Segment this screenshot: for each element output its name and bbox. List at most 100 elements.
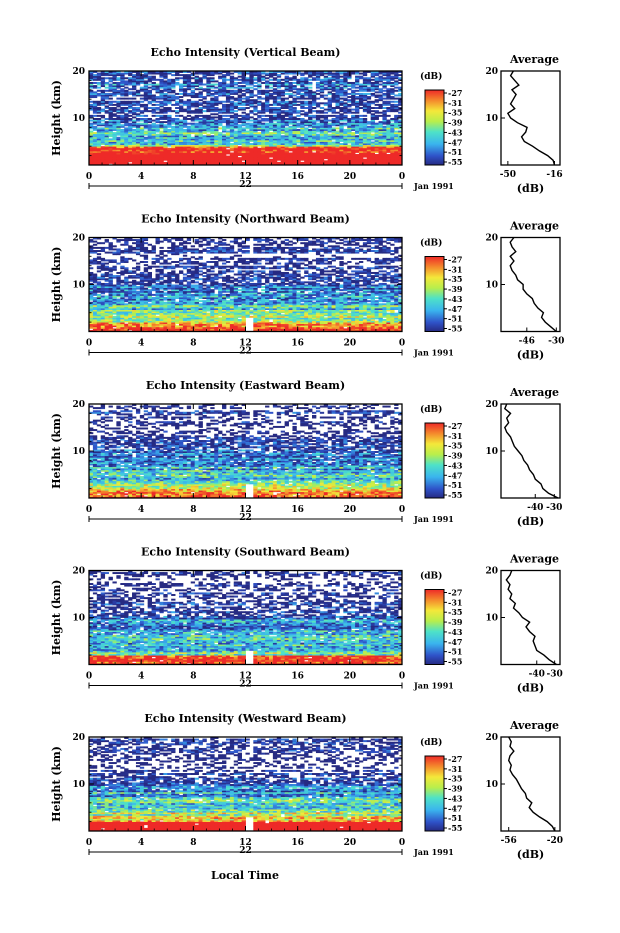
colorbar-tick-label: -35: [448, 108, 462, 118]
heatmap-cell: [269, 90, 273, 92]
heatmap-cell: [112, 104, 116, 106]
heatmap-cell: [187, 115, 191, 117]
heatmap-cell: [265, 118, 269, 120]
colorbar: [425, 90, 444, 165]
heatmap-cell: [335, 131, 339, 133]
heatmap-cell: [214, 87, 218, 89]
heatmap-cell: [273, 77, 277, 79]
heatmap-cell: [253, 77, 257, 79]
average-y-tick-label: 20: [485, 67, 498, 77]
heatmap-cell: [128, 118, 132, 120]
heatmap-cell: [140, 118, 144, 120]
heatmap-cell: [261, 82, 265, 84]
heatmap-cell: [355, 96, 359, 98]
heatmap-cell: [324, 160, 328, 162]
heatmap-cell: [238, 118, 242, 120]
heatmap-cell: [167, 79, 171, 81]
x-tick-label: 0: [399, 172, 405, 182]
heatmap-cell: [335, 112, 339, 114]
heatmap-cell: [347, 104, 351, 106]
heatmap-cell: [320, 107, 324, 109]
heatmap-cell: [304, 107, 308, 109]
heatmap-cell: [101, 120, 105, 122]
heatmap-cell: [199, 87, 203, 89]
colorbar-tick-label: -55: [448, 157, 462, 167]
heatmap-cell: [222, 101, 226, 103]
heatmap-cell: [304, 112, 308, 114]
heatmap-cell: [112, 107, 116, 109]
heatmap-cell: [300, 77, 304, 79]
heatmap-cell: [132, 98, 136, 100]
heatmap-cell: [101, 115, 105, 117]
heatmap-cell: [371, 101, 375, 103]
heatmap-cell: [394, 115, 398, 117]
heatmap-cell: [148, 101, 152, 103]
heatmap-cell: [382, 82, 386, 84]
heatmap-cell: [136, 101, 140, 103]
heatmap-cell: [112, 118, 116, 120]
heatmap-cell: [144, 80, 148, 82]
heatmap-cell: [363, 93, 367, 95]
heatmap-cell: [191, 116, 195, 118]
heatmap-cell: [320, 79, 324, 81]
heatmap-cell: [242, 90, 246, 92]
heatmap-cell: [394, 90, 398, 92]
heatmap-cell: [367, 87, 371, 89]
heatmap-cell: [382, 98, 386, 100]
heatmap-cell: [371, 110, 375, 112]
heatmap-cell: [316, 90, 320, 92]
heatmap-cell: [300, 110, 304, 112]
heatmap-cell: [265, 80, 269, 82]
heatmap-cell: [128, 123, 132, 125]
heatmap-cell: [226, 156, 230, 158]
heatmap-cell: [273, 96, 277, 98]
x-tick-label: 16: [291, 172, 304, 182]
heatmap-cell: [120, 124, 124, 126]
heatmap-cell: [210, 77, 214, 79]
heatmap-cell: [144, 115, 148, 117]
heatmap-cell: [120, 115, 124, 117]
heatmap-cell: [105, 118, 109, 120]
heatmap-cell: [324, 317, 328, 319]
heatmap-cell: [242, 127, 246, 129]
heatmap-cell: [371, 107, 375, 109]
heatmap-cell: [230, 90, 234, 92]
heatmap-cell: [339, 101, 343, 103]
colorbar-tick-label: -39: [448, 118, 463, 128]
heatmap-cell: [265, 73, 269, 75]
heatmap-cell: [339, 98, 343, 100]
heatmap-cell: [332, 93, 336, 95]
heatmap-cell: [367, 96, 371, 98]
heatmap-cell: [214, 107, 218, 109]
heatmap-cell: [140, 74, 144, 76]
heatmap-cell: [308, 79, 312, 81]
heatmap-cell: [296, 145, 300, 147]
heatmap-cell: [136, 123, 140, 125]
heatmap-cell: [222, 126, 226, 128]
heatmap-cell: [136, 113, 140, 115]
heatmap-cell: [253, 88, 257, 90]
heatmap-cell: [93, 101, 97, 103]
heatmap-cell: [242, 112, 246, 114]
heatmap-cell: [242, 107, 246, 109]
heatmap-cell: [351, 109, 355, 111]
heatmap-cell: [124, 80, 128, 82]
heatmap-cell: [281, 98, 285, 100]
heatmap-cell: [101, 109, 105, 111]
heatmap-cell: [292, 116, 296, 118]
heatmap-cell: [199, 107, 203, 109]
heatmap-cell: [112, 82, 116, 84]
heatmap-cell: [156, 124, 160, 126]
heatmap-cell: [265, 123, 269, 125]
heatmap-cell: [124, 90, 128, 92]
heatmap-cell: [292, 82, 296, 84]
heatmap-cell: [218, 109, 222, 111]
heatmap-cell: [167, 115, 171, 117]
heatmap-cell: [246, 113, 250, 115]
heatmap-cell: [179, 115, 183, 117]
heatmap-cell: [371, 134, 375, 136]
heatmap-cell: [242, 115, 246, 117]
heatmap-cell: [265, 77, 269, 79]
heatmap-cell: [226, 131, 230, 133]
heatmap-cell: [183, 116, 187, 118]
